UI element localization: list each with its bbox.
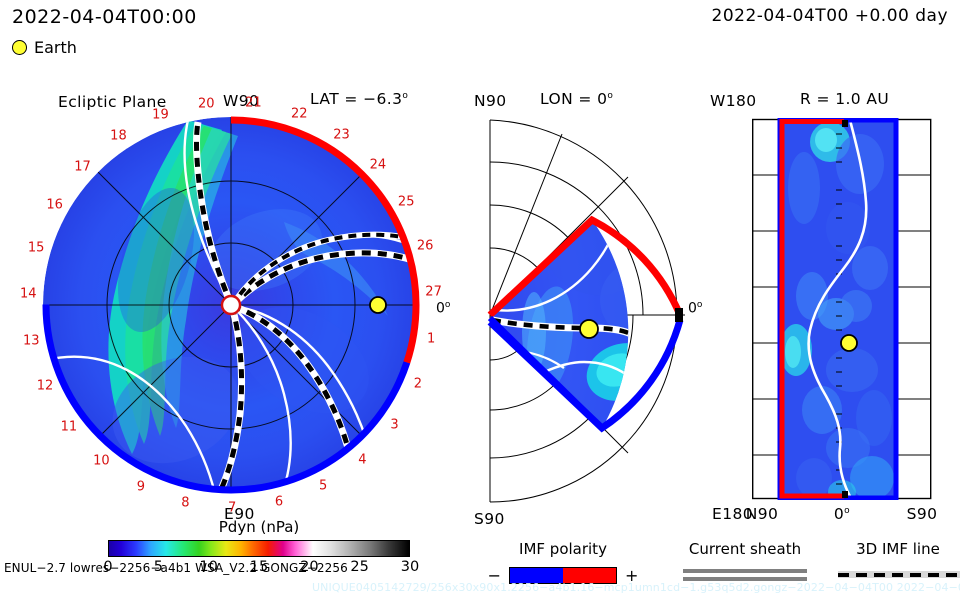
polarity-ring-positive <box>42 116 420 494</box>
map-x-tick-label: 0o <box>833 505 851 523</box>
polarity-color-bar <box>509 567 617 584</box>
colorbar-tick: 25 <box>350 559 369 575</box>
meridional-bottom-label: S90 <box>474 510 505 528</box>
colorbar-tick: 20 <box>300 559 319 575</box>
ecliptic-lat-label: LAT = −6.3o <box>310 90 409 108</box>
meridional-plot-svg <box>487 119 685 503</box>
ecliptic-tick-label: 4 <box>358 452 367 468</box>
map-top-left-label: W180 <box>710 92 757 110</box>
imf-line-legend: 3D IMF line <box>838 540 960 578</box>
meridional-polarity-negative <box>487 319 684 433</box>
meridional-top-label: N90 <box>474 92 507 110</box>
imf-line-title: 3D IMF line <box>856 540 940 558</box>
colorbar-gradient <box>108 540 410 557</box>
ecliptic-tick-label: 26 <box>416 238 434 254</box>
ecliptic-plot-svg <box>42 116 420 494</box>
timestamp-left: 2022-04-04T00:00 <box>12 6 197 28</box>
one-au-map-plot <box>751 117 932 501</box>
imf-polarity-legend: IMF polarity − + <box>478 540 648 585</box>
map-plot-svg <box>751 117 932 501</box>
ecliptic-tick-label: 19 <box>152 107 169 123</box>
ecliptic-tick-label: 25 <box>397 194 415 210</box>
run-info-footer: ENUL−2.7 lowres−2256−a4b1 WSA_V2.2 GONGZ… <box>4 561 348 575</box>
ecliptic-tick-label: 22 <box>291 106 308 122</box>
ecliptic-tick-label: 12 <box>36 378 54 394</box>
map-title: R = 1.0 AU <box>800 90 890 108</box>
earth-legend-label: Earth <box>34 38 77 57</box>
ecliptic-tick-label: 27 <box>425 284 442 300</box>
ecliptic-bottom-label: E90 <box>224 505 255 523</box>
timestamp-right: 2022-04-04T00 +0.00 day <box>711 6 948 26</box>
meridional-polarity-positive <box>487 215 684 318</box>
earth-marker-map <box>840 334 858 352</box>
polarity-positive-swatch <box>563 568 616 583</box>
imf-polarity-title: IMF polarity <box>519 540 607 558</box>
map-bottom-left-label: E180 <box>712 505 753 523</box>
map-x-tick-label: N90 <box>745 505 779 523</box>
ecliptic-tick-label: 14 <box>19 286 37 302</box>
ecliptic-tick-label: 7 <box>228 500 237 516</box>
ecliptic-top-label: W90 <box>223 92 260 110</box>
ecliptic-tick-label: 15 <box>27 240 45 256</box>
ecliptic-plane-plot <box>36 110 426 500</box>
unique-id-footer: UNIQUE0405142729/256x30x90x1.2256−a4b1.1… <box>312 581 960 594</box>
ecliptic-tick-label: 20 <box>197 96 215 111</box>
polarity-ring-negative <box>42 116 420 494</box>
ecliptic-tick-label: 8 <box>181 495 190 511</box>
polarity-minus-label: − <box>487 566 501 585</box>
imf-line-swatch <box>838 571 960 578</box>
ecliptic-tick-label: 11 <box>60 419 78 435</box>
ecliptic-tick-label: 6 <box>274 494 284 510</box>
colorbar-tick: 0 <box>103 559 113 575</box>
colorbar-tick: 5 <box>153 559 163 575</box>
ecliptic-tick-label: 5 <box>319 478 328 494</box>
ecliptic-tick-label: 21 <box>245 95 262 111</box>
earth-legend: Earth <box>12 38 77 57</box>
ecliptic-tick-label: 9 <box>136 479 146 495</box>
colorbar-tick: 15 <box>249 559 269 575</box>
current-sheath-legend: Current sheath <box>660 540 830 581</box>
polarity-negative-swatch <box>510 568 563 583</box>
ecliptic-tick-label: 2 <box>413 376 422 392</box>
colorbar-title: Pdyn (nPa) <box>218 518 300 536</box>
current-sheath-title: Current sheath <box>688 540 802 558</box>
colorbar: Pdyn (nPa) 0 5 10 15 20 25 30 <box>103 518 419 575</box>
earth-marker-meridional <box>579 319 599 339</box>
polarity-plus-label: + <box>625 566 639 585</box>
meridional-right-label: 0o <box>688 300 703 317</box>
ecliptic-panel-title: Ecliptic Plane <box>58 93 167 111</box>
map-x-tick-label: S90 <box>906 505 938 523</box>
current-sheath-swatch <box>660 569 830 581</box>
ecliptic-right-label: 0o <box>436 300 451 317</box>
sun-marker <box>220 294 242 316</box>
ecliptic-tick-label: 16 <box>46 197 63 213</box>
colorbar-tick: 30 <box>400 559 420 575</box>
colorbar-tick: 10 <box>199 559 218 575</box>
ecliptic-tick-label: 24 <box>369 157 387 173</box>
ecliptic-tick-label: 10 <box>93 453 110 469</box>
ecliptic-tick-label: 17 <box>74 159 91 175</box>
meridional-plane-plot <box>472 110 687 510</box>
earth-marker <box>369 296 387 314</box>
meridional-lon-label: LON = 0o <box>540 90 614 108</box>
ecliptic-tick-label: 3 <box>390 417 399 433</box>
earth-icon <box>12 40 27 55</box>
ecliptic-tick-label: 13 <box>23 333 40 349</box>
ecliptic-tick-label: 18 <box>110 128 127 144</box>
ecliptic-tick-label: 1 <box>426 331 436 347</box>
ecliptic-tick-label: 23 <box>333 127 350 143</box>
